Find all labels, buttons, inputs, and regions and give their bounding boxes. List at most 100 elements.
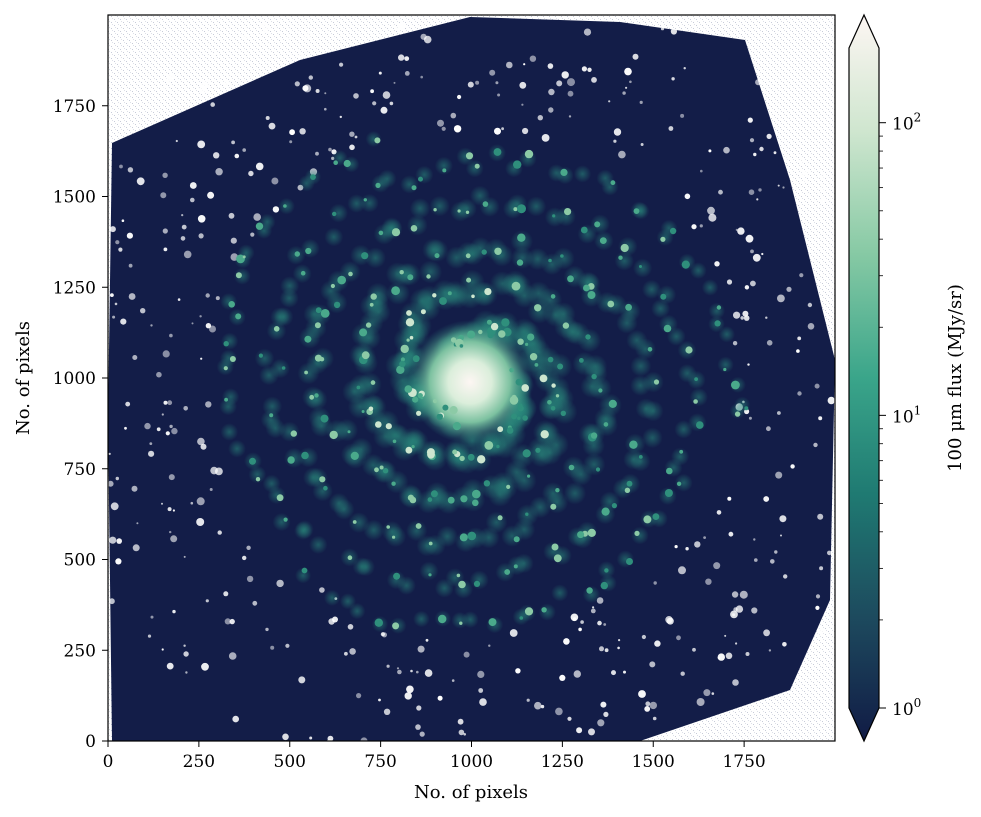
arm-segment <box>378 169 397 188</box>
arm-segment <box>616 312 638 334</box>
speckle <box>328 618 335 625</box>
speckle <box>644 706 651 712</box>
speckle <box>747 117 753 123</box>
emission-knot <box>382 468 389 474</box>
speckle <box>255 162 264 171</box>
emission-knot <box>361 410 365 413</box>
speckle <box>171 427 178 435</box>
emission-knot <box>497 426 504 433</box>
emission-knot <box>391 481 396 486</box>
emission-knot <box>332 211 337 217</box>
speckle <box>713 562 721 570</box>
arm-segment <box>451 611 469 629</box>
emission-knot <box>731 380 740 390</box>
emission-knot <box>315 307 322 314</box>
emission-knot <box>611 503 618 509</box>
arm-segment <box>233 267 251 285</box>
emission-knot <box>333 301 341 309</box>
speckle <box>758 188 762 192</box>
speckle <box>74 211 81 218</box>
speckle <box>116 538 122 544</box>
speckle <box>817 513 824 520</box>
speckle <box>599 646 604 652</box>
emission-knot <box>550 503 557 510</box>
speckle <box>304 51 308 55</box>
emission-knot <box>375 182 381 188</box>
emission-knot <box>513 564 518 569</box>
emission-knot <box>652 513 660 520</box>
speckle <box>349 131 355 137</box>
emission-knot <box>660 293 667 300</box>
emission-knot <box>361 351 370 360</box>
emission-knot <box>273 326 280 332</box>
colorbar-tick-label: 101 <box>892 403 921 427</box>
speckle <box>718 189 723 195</box>
speckle <box>766 133 772 139</box>
emission-knot <box>511 413 517 420</box>
speckle <box>55 359 61 365</box>
emission-knot <box>442 168 447 173</box>
speckle <box>813 442 818 448</box>
emission-knot <box>223 366 228 371</box>
arm-segment <box>512 468 537 493</box>
speckle <box>623 670 626 674</box>
arm-segment <box>718 326 735 343</box>
speckle <box>349 648 356 655</box>
emission-knot <box>608 399 617 408</box>
emission-knot <box>393 572 401 580</box>
emission-knot <box>428 541 433 546</box>
speckle <box>59 522 66 529</box>
speckle <box>224 618 231 625</box>
arm-segment <box>280 276 300 296</box>
speckle <box>676 635 681 641</box>
speckle <box>168 474 175 481</box>
speckle <box>522 127 529 135</box>
speckle <box>779 515 787 523</box>
arm-segment <box>228 439 246 458</box>
speckle <box>670 28 678 35</box>
emission-knot <box>404 385 413 393</box>
colorbar-ticks: 100 101 102 <box>879 111 921 720</box>
speckle <box>728 531 734 537</box>
arm-segment <box>656 228 674 246</box>
arm-segment <box>357 372 382 397</box>
arm-segment <box>526 196 547 217</box>
emission-knot <box>548 258 552 263</box>
speckle <box>739 590 748 599</box>
speckle <box>131 485 138 492</box>
emission-knot <box>428 573 432 577</box>
speckle <box>534 701 542 710</box>
emission-knot <box>368 406 374 412</box>
speckle <box>750 280 756 287</box>
speckle <box>600 701 607 708</box>
speckle <box>732 679 739 686</box>
emission-knot <box>223 341 229 347</box>
emission-knot <box>430 490 438 498</box>
speckle <box>889 299 896 306</box>
x-tick-label: 1750 <box>722 752 765 772</box>
speckle <box>205 293 210 298</box>
colorbar-body <box>849 15 879 741</box>
speckle <box>271 177 279 185</box>
speckle <box>711 692 715 695</box>
speckle <box>537 115 543 121</box>
speckle <box>126 232 133 239</box>
arm-segment <box>630 355 652 377</box>
speckle <box>839 232 841 234</box>
emission-knot <box>283 204 287 208</box>
speckle <box>671 77 675 81</box>
speckle <box>276 579 284 588</box>
speckle <box>703 689 711 697</box>
speckle <box>181 214 184 217</box>
speckle <box>344 764 349 769</box>
emission-knot <box>457 209 461 213</box>
speckle <box>119 164 123 169</box>
speckle <box>624 67 632 76</box>
speckle <box>618 639 621 642</box>
speckle <box>678 566 686 575</box>
emission-knot <box>607 300 615 308</box>
emission-knot <box>488 618 497 627</box>
emission-knot <box>465 210 470 214</box>
emission-knot <box>696 421 704 429</box>
arm-segment <box>701 279 719 296</box>
